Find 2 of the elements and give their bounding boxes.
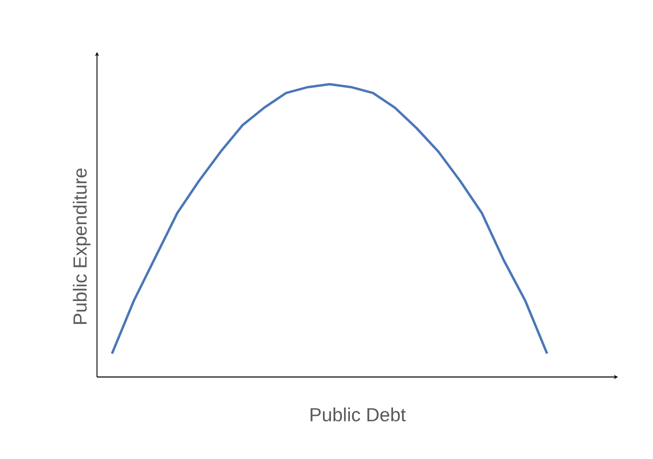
y-axis-title: Public Expenditure bbox=[72, 168, 90, 324]
x-axis-title: Public Debt bbox=[310, 408, 406, 422]
